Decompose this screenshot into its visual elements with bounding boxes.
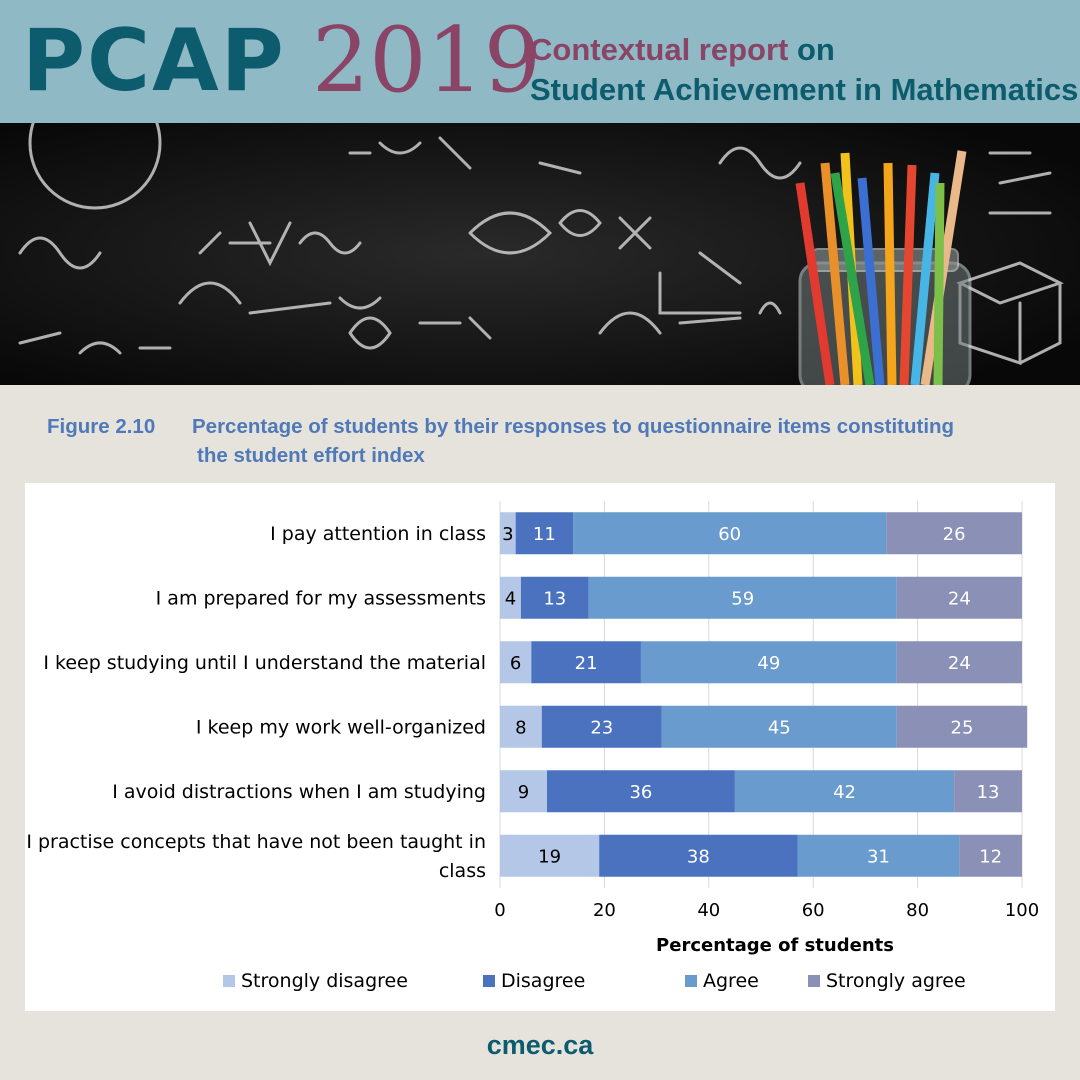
bar-segment — [661, 705, 897, 748]
bar-segment — [500, 770, 547, 813]
data-label: 31 — [867, 846, 890, 867]
legend: Strongly disagree Disagree Agree Strongly a… — [223, 970, 966, 992]
x-tick-label: 40 — [697, 900, 720, 921]
data-label: 9 — [518, 782, 529, 803]
data-label: 8 — [515, 717, 526, 738]
category-label: I pay attention in class — [270, 523, 486, 545]
bar-segment — [500, 576, 521, 619]
bar-segment — [531, 641, 641, 684]
x-axis-label: Percentage of students — [656, 935, 894, 956]
category-label: I keep my work well-organized — [196, 716, 486, 738]
data-label: 12 — [979, 846, 1002, 867]
chart-panel: 3 11 60 26 4 13 59 24 6 21 49 24 8 23 45 25 9 36 42 13 19 38 3… — [25, 483, 1055, 1011]
bar-segment — [500, 705, 542, 748]
gridlines — [499, 501, 1023, 888]
category-label-line: I keep my work well-organized — [196, 716, 486, 738]
figure-title-line2: the student effort index — [197, 444, 425, 467]
category-label-line: class — [439, 860, 486, 882]
category-label-line: I am prepared for my assessments — [156, 587, 486, 609]
category-label-line: I keep studying until I understand the m… — [43, 652, 486, 674]
bar-segment — [640, 641, 897, 684]
x-tick-label: 20 — [593, 900, 616, 921]
chalkboard-pencils-photo — [0, 123, 1080, 385]
data-label: 24 — [948, 588, 971, 609]
bar-segment — [599, 834, 798, 877]
bar-segment — [541, 705, 662, 748]
bar-segment — [734, 770, 955, 813]
legend-label: Strongly disagree — [241, 970, 408, 992]
category-label: I practise concepts that have not been t… — [26, 831, 486, 882]
bar-segment — [588, 576, 897, 619]
data-label: 6 — [510, 653, 521, 674]
data-label: 21 — [575, 653, 598, 674]
bars: 3 11 60 26 4 13 59 24 6 21 49 24 8 23 45 25 9 36 42 13 19 38 3… — [500, 512, 1028, 877]
category-label: I keep studying until I understand the m… — [43, 652, 486, 674]
pencil-jar — [795, 150, 972, 385]
chalkboard-illustration — [0, 123, 1080, 385]
data-label: 11 — [533, 524, 556, 545]
bar-segment — [500, 512, 516, 555]
data-label: 24 — [948, 653, 971, 674]
legend-label: Strongly agree — [826, 970, 966, 992]
legend-swatch — [685, 975, 697, 987]
bar-segment — [546, 770, 735, 813]
report-subtitle-line2: Student Achievement in Mathematics — [530, 72, 1079, 107]
data-label: 59 — [731, 588, 754, 609]
x-tick-label: 100 — [1005, 900, 1039, 921]
stacked-bar-chart: 3 11 60 26 4 13 59 24 6 21 49 24 8 23 45 25 9 36 42 13 19 38 3… — [26, 501, 1039, 992]
category-label: I avoid distractions when I am studying — [112, 781, 486, 803]
legend-swatch — [483, 975, 495, 987]
bar-segment — [896, 641, 1022, 684]
category-label-line: I pay attention in class — [270, 523, 486, 545]
bar-segment — [500, 834, 600, 877]
x-tick-label: 80 — [906, 900, 929, 921]
legend-label: Agree — [703, 970, 759, 992]
figure-number: Figure 2.10 — [47, 415, 156, 438]
bar-segment — [797, 834, 960, 877]
subtitle-on: on — [796, 32, 835, 67]
data-label: 49 — [757, 653, 780, 674]
bar-segment — [954, 770, 1022, 813]
pcap-logo: PCAP — [22, 11, 286, 111]
bar-segment — [959, 834, 1022, 877]
category-labels: I pay attention in class I am prepared fo… — [26, 523, 486, 882]
x-tick-labels: 0 20 40 60 80 100 — [494, 900, 1039, 921]
legend-swatch — [223, 975, 235, 987]
category-label: I am prepared for my assessments — [156, 587, 486, 609]
bar-segment — [886, 512, 1022, 555]
data-label: 60 — [718, 524, 741, 545]
data-label: 38 — [687, 846, 710, 867]
data-label: 42 — [833, 782, 856, 803]
data-label: 25 — [951, 717, 974, 738]
category-label-line: I avoid distractions when I am studying — [112, 781, 486, 803]
report-subtitle-line1: Contextual report on — [530, 34, 835, 65]
data-label: 3 — [502, 524, 513, 545]
category-label-line: I practise concepts that have not been t… — [26, 831, 486, 853]
data-label: 13 — [543, 588, 566, 609]
bar-segment — [515, 512, 574, 555]
bar-segment — [500, 641, 532, 684]
data-label: 4 — [505, 588, 516, 609]
legend-label: Disagree — [501, 970, 585, 992]
data-label: 13 — [977, 782, 1000, 803]
bar-segment — [573, 512, 887, 555]
x-tick-label: 0 — [494, 900, 505, 921]
footer-site[interactable]: cmec.ca — [486, 1030, 594, 1060]
bar-segment — [520, 576, 589, 619]
report-year: 2019 — [312, 8, 542, 113]
data-label: 36 — [629, 782, 652, 803]
header-banner: PCAP 2019 Contextual report on Student A… — [0, 0, 1080, 123]
data-label: 45 — [768, 717, 791, 738]
bar-segment — [896, 576, 1022, 619]
figure-title-line1: Percentage of students by their response… — [192, 415, 955, 438]
subtitle-part1: Contextual report — [530, 32, 789, 67]
legend-swatch — [808, 975, 820, 987]
x-tick-label: 60 — [802, 900, 825, 921]
bar-segment — [896, 705, 1028, 748]
figure-title: Figure 2.10 Percentage of students by the… — [47, 412, 1067, 470]
data-label: 26 — [943, 524, 966, 545]
data-label: 19 — [538, 846, 561, 867]
data-label: 23 — [590, 717, 613, 738]
